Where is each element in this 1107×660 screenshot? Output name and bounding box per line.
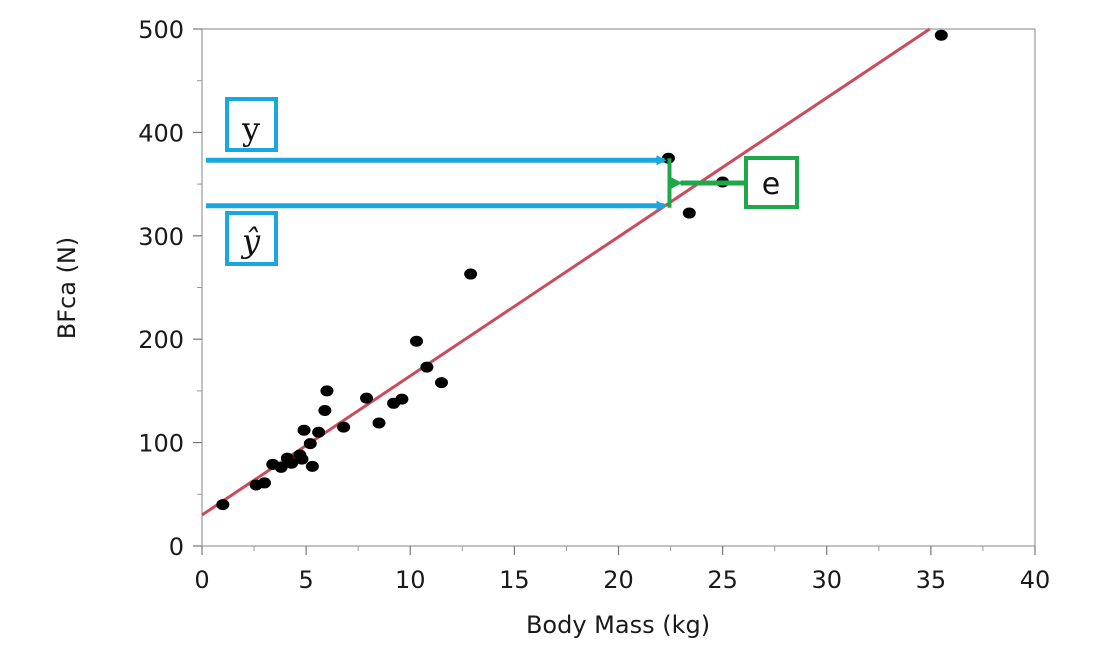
data-point [305,460,319,472]
y-label-box [225,97,278,152]
data-point [409,335,423,347]
data-point [303,438,317,450]
data-point [274,461,288,473]
data-point [360,392,374,404]
y-axis-title: BFca (N) [53,237,81,339]
plot-frame [201,28,1036,547]
y-label: y [241,110,260,148]
data-point [285,457,299,469]
y-tick-label: 400 [138,119,184,147]
data-point [434,377,448,389]
y-tick-label: 500 [138,16,184,44]
y-tick-label: 200 [138,326,184,354]
x-tick-label: 20 [603,566,634,594]
y-tick-label: 300 [138,223,184,251]
x-axis-title: Body Mass (kg) [526,611,710,639]
e-label: e [762,167,780,202]
data-point [295,453,309,465]
x-tick-label: 15 [499,566,530,594]
x-tick-label: 35 [916,566,947,594]
yhat-label: ŷ [240,222,261,260]
yhat-label-box [225,211,278,266]
data-point [257,477,271,489]
x-tick-label: 5 [298,566,313,594]
data-point [297,424,311,436]
x-tick-label: 40 [1020,566,1051,594]
y-tick-label: 0 [169,533,184,561]
data-point [395,393,409,405]
x-tick-label: 0 [194,566,209,594]
x-tick-label: 30 [811,566,842,594]
data-point [420,361,434,373]
data-point [318,405,332,417]
data-point [682,207,696,219]
data-point [312,426,326,438]
data-points [216,29,948,511]
data-point [337,421,351,433]
data-point [934,29,948,41]
x-tick-label: 10 [395,566,426,594]
data-point [216,499,230,511]
x-tick-label: 25 [707,566,738,594]
y-axis: 0 100 200 300 400 500 [138,16,202,561]
x-axis: 0 5 10 15 20 25 30 35 40 [194,546,1050,594]
data-point [372,417,386,429]
e-label-box [744,156,799,209]
y-tick-label: 100 [138,430,184,458]
data-point [320,385,334,397]
data-point [464,268,478,280]
